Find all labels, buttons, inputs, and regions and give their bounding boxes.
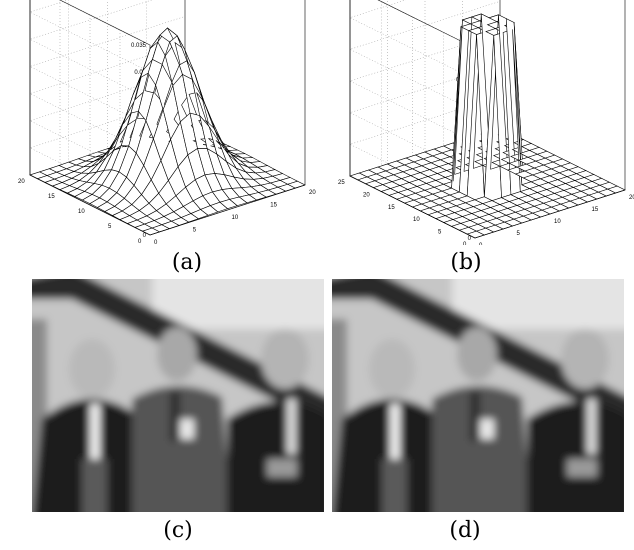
- x-tick-label: 20: [629, 195, 634, 201]
- x-tick-label: 10: [232, 215, 239, 221]
- x-tick-label: 20: [309, 190, 316, 196]
- x-tick-label: 5: [517, 231, 521, 237]
- x-tick-label: 5: [193, 228, 197, 234]
- surface-plot-a: 00.0050.010.0150.020.0250.030.0350510152…: [0, 0, 325, 245]
- x-tick-label: 0: [154, 240, 158, 245]
- y-tick-label: 15: [388, 205, 395, 211]
- base-axis: [29, 174, 306, 236]
- z-tick-label: 0: [143, 233, 147, 239]
- y-tick-label: 15: [48, 194, 55, 200]
- blurred-photo-c: [32, 279, 324, 512]
- surface-plot-b-svg: 00.0050.010.0150.020.0250.03051015202505…: [338, 0, 634, 245]
- caption-d: (d): [449, 518, 481, 543]
- x-tick-label: 15: [270, 203, 277, 209]
- blurred-photo-d: [332, 279, 624, 512]
- blurred-photo-d-image: [332, 279, 624, 512]
- y-tick-label: 25: [338, 180, 345, 186]
- caption-b: (b): [450, 250, 482, 275]
- z-tick-label: 0: [468, 236, 472, 242]
- y-tick-label: 20: [363, 192, 370, 198]
- y-tick-label: 20: [18, 179, 25, 185]
- x-tick-label: 15: [592, 207, 599, 213]
- x-tick-label: 10: [554, 219, 561, 225]
- surface-plot-a-svg: 00.0050.010.0150.020.0250.030.0350510152…: [18, 0, 316, 245]
- y-tick-label: 0: [463, 242, 467, 245]
- x-tick-label: 0: [479, 243, 483, 245]
- y-tick-label: 5: [438, 230, 442, 236]
- y-tick-label: 10: [413, 217, 420, 223]
- y-tick-label: 10: [78, 209, 85, 215]
- z-tick-label: 0.03: [134, 70, 146, 76]
- z-tick-label: 0.035: [131, 43, 147, 49]
- y-tick-label: 5: [108, 224, 112, 230]
- blurred-photo-c-image: [32, 279, 324, 512]
- caption-a: (a): [171, 250, 203, 275]
- surface-plot-b: 00.0050.010.0150.020.0250.03051015202505…: [310, 0, 634, 245]
- y-tick-label: 0: [138, 239, 142, 245]
- base-axis: [349, 175, 626, 239]
- caption-c: (c): [163, 518, 193, 543]
